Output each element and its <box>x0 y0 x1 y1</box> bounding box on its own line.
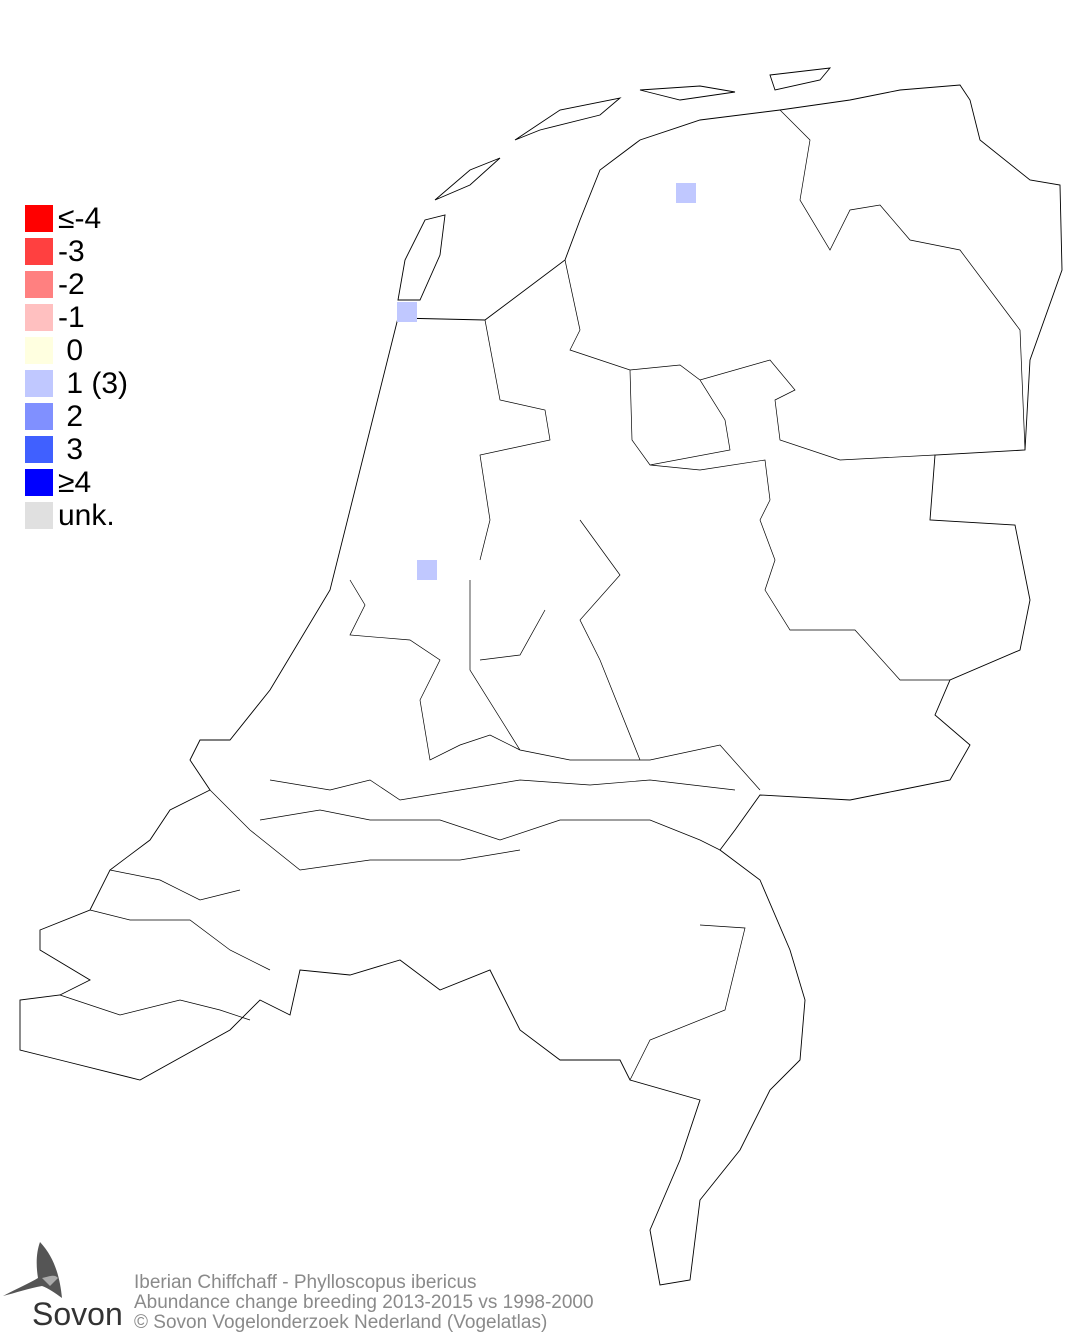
legend-label: 0 <box>58 334 84 367</box>
legend-label: -2 <box>58 268 85 301</box>
legend-swatch <box>25 304 53 331</box>
island-ameland <box>639 85 736 101</box>
legend-swatch <box>25 337 53 364</box>
island-texel <box>397 214 446 301</box>
legend-swatch <box>25 238 53 265</box>
legend-label: unk. <box>58 499 115 532</box>
grid-cell-amsterdam[interactable] <box>417 560 437 580</box>
grid-cell-friesland[interactable] <box>676 183 696 203</box>
sovon-logo-text: Sovon <box>32 1296 123 1332</box>
grid-cell-den-helder[interactable] <box>397 302 417 322</box>
legend-label: -1 <box>58 301 85 334</box>
province-borders <box>59 109 1026 1081</box>
legend-swatch <box>25 436 53 463</box>
sovon-logo-swallow-icon <box>3 1242 62 1298</box>
copyright: © Sovon Vogelonderzoek Nederland (Vogela… <box>134 1312 548 1333</box>
legend-swatch <box>25 502 53 529</box>
legend-swatch <box>25 370 53 397</box>
island-schiermonnikoog <box>769 67 832 91</box>
legend-swatch <box>25 469 53 496</box>
island-terschelling <box>514 97 622 141</box>
legend-label: -3 <box>58 235 85 268</box>
legend-label: ≥4 <box>58 466 92 499</box>
legend-label: 3 <box>58 433 84 466</box>
map-caption: Iberian Chiffchaff - Phylloscopus iberic… <box>134 1273 594 1333</box>
legend-label: 1 (3) <box>58 367 129 400</box>
legend-swatch <box>25 403 53 430</box>
legend-label: 2 <box>58 400 84 433</box>
map-subtitle: Abundance change breeding 2013-2015 vs 1… <box>134 1292 594 1313</box>
country-outline <box>19 84 1063 1286</box>
legend-swatch <box>25 205 53 232</box>
species-title: Iberian Chiffchaff - Phylloscopus iberic… <box>134 1272 477 1293</box>
island-vlieland <box>434 157 501 201</box>
legend-swatch <box>25 271 53 298</box>
legend-label: ≤-4 <box>58 202 102 235</box>
